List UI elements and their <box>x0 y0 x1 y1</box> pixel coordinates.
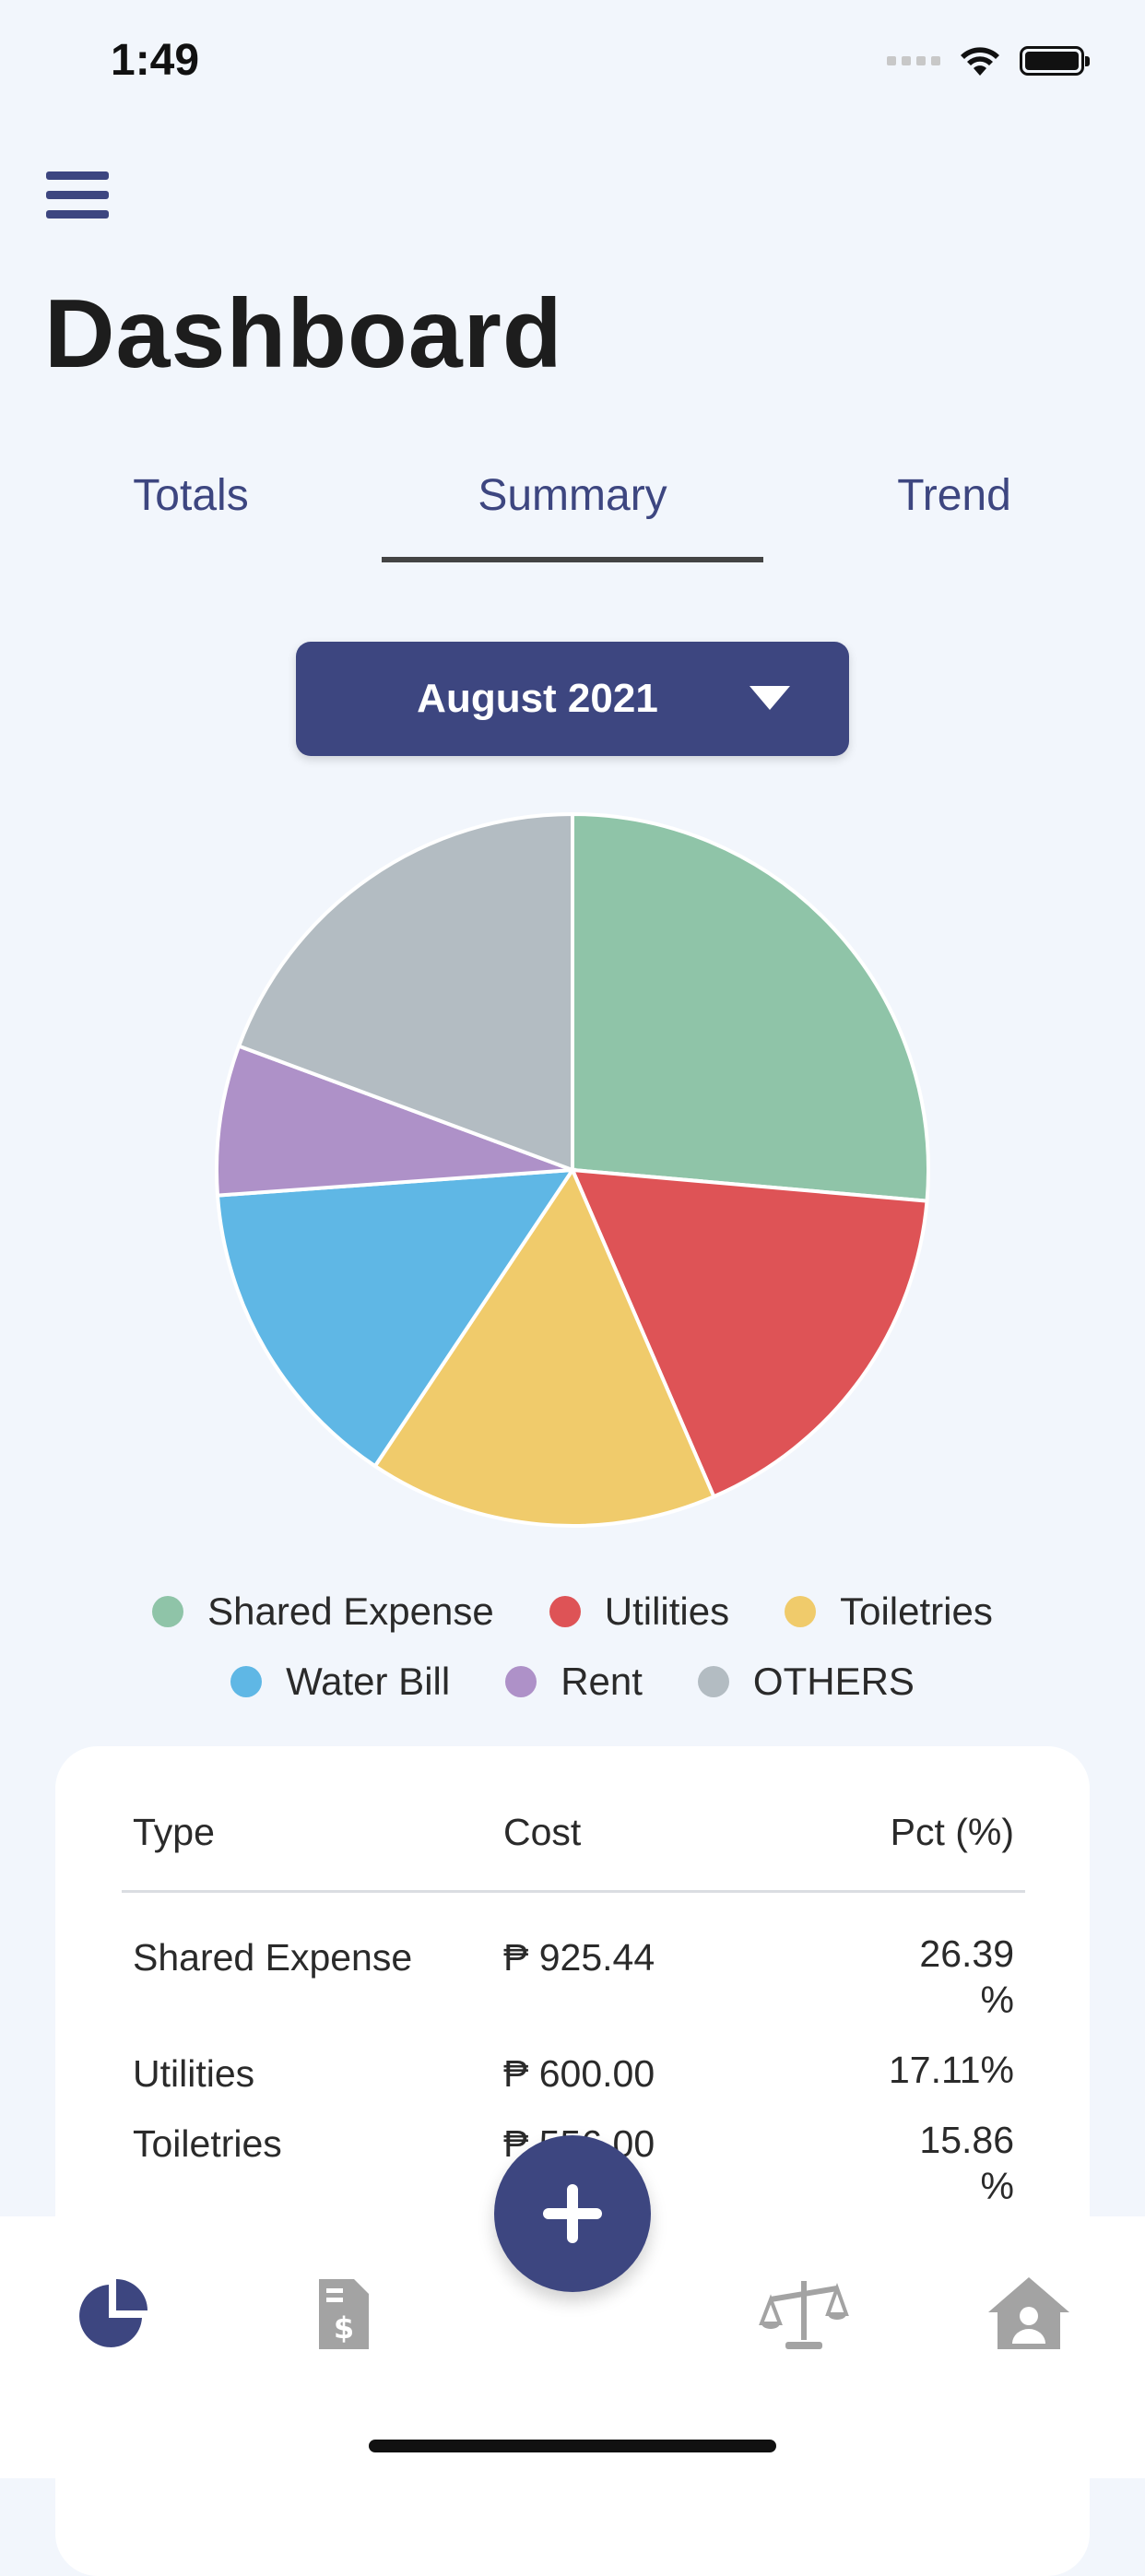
pie-slice-shared-expense <box>571 811 930 1203</box>
row-pct-value: 17.11% <box>888 2049 1014 2091</box>
table-header: Type Cost Pct (%) <box>133 1811 1014 1866</box>
row-cost: ₱ 600.00 <box>503 2052 655 2095</box>
legend-item-rent: Rent <box>505 1660 643 1704</box>
legend-dot <box>697 1666 729 1697</box>
row-pct-value: 15.86 <box>919 2119 1014 2161</box>
balance-scale-icon <box>759 2281 849 2349</box>
legend-dot <box>230 1666 263 1697</box>
row-type: Toiletries <box>133 2122 282 2165</box>
row-type: Shared Expense <box>133 1936 413 1979</box>
legend-dot <box>152 1596 184 1627</box>
month-dropdown[interactable]: August 2021 <box>296 642 849 756</box>
table-divider <box>122 1890 1025 1893</box>
nav-dashboard[interactable] <box>66 2268 159 2360</box>
tab-trend[interactable]: Trend <box>897 471 1011 520</box>
legend-label: Rent <box>561 1660 643 1703</box>
legend-label: Shared Expense <box>207 1589 494 1633</box>
wifi-icon <box>961 47 999 76</box>
legend-label: Utilities <box>604 1589 730 1633</box>
legend-item-utilities: Utilities <box>549 1589 729 1634</box>
row-pct: 15.86 % <box>830 2117 1014 2209</box>
legend-dot <box>549 1596 581 1627</box>
expense-pie-chart <box>215 811 930 1528</box>
header-pct: Pct (%) <box>890 1811 1014 1853</box>
pie-slice-toiletries <box>372 1165 716 1528</box>
pie-slice-utilities <box>569 1167 929 1499</box>
house-user-icon <box>988 2277 1069 2349</box>
cellular-signal-icon <box>887 56 940 65</box>
status-time: 1:49 <box>111 36 200 85</box>
nav-household[interactable] <box>983 2268 1075 2360</box>
legend-item-water-bill: Water Bill <box>230 1660 450 1704</box>
nav-expenses[interactable]: $ <box>297 2268 389 2360</box>
svg-text:$: $ <box>334 2310 354 2346</box>
row-type: Utilities <box>133 2052 255 2095</box>
page-title: Dashboard <box>44 279 563 388</box>
status-icons <box>887 41 1090 81</box>
invoice-icon: $ <box>319 2279 369 2349</box>
legend-dot <box>785 1596 817 1627</box>
tab-totals[interactable]: Totals <box>133 471 249 520</box>
legend-label: OTHERS <box>752 1660 915 1703</box>
menu-icon[interactable] <box>46 171 109 227</box>
tab-summary[interactable]: Summary <box>478 471 667 520</box>
nav-balances[interactable] <box>758 2268 850 2360</box>
row-pct-value: 26.39 <box>919 1932 1014 1975</box>
row-cost: ₱ 925.44 <box>503 1936 655 1979</box>
legend-label: Water Bill <box>286 1660 451 1703</box>
pie-chart-icon <box>79 2279 148 2347</box>
header-type: Type <box>133 1811 215 1853</box>
chart-legend: Shared Expense Utilities Toiletries Wate… <box>0 1577 1145 1717</box>
legend-label: Toiletries <box>840 1589 993 1633</box>
row-pct: 26.39 % <box>830 1931 1014 2023</box>
legend-item-toiletries: Toiletries <box>785 1589 993 1634</box>
row-pct-unit: % <box>980 2165 1014 2207</box>
plus-icon-vertical <box>567 2184 578 2243</box>
row-pct: 17.11% <box>830 2047 1014 2093</box>
header-cost: Cost <box>503 1811 582 1853</box>
legend-item-others: OTHERS <box>697 1660 915 1704</box>
legend-item-shared-expense: Shared Expense <box>152 1589 494 1634</box>
home-indicator <box>369 2440 776 2452</box>
row-pct-unit: % <box>980 1979 1014 2021</box>
battery-icon <box>1020 46 1090 76</box>
month-dropdown-value: August 2021 <box>417 676 658 721</box>
pie-slice-water-bill <box>215 1167 576 1469</box>
add-expense-button[interactable] <box>494 2135 651 2292</box>
caret-down-icon <box>750 686 790 710</box>
tab-bar: Totals Summary Trend <box>0 452 1145 562</box>
pie-slice-rent <box>215 1044 573 1198</box>
legend-dot <box>505 1666 537 1697</box>
pie-slice-others <box>236 811 574 1173</box>
tab-indicator <box>382 557 763 562</box>
